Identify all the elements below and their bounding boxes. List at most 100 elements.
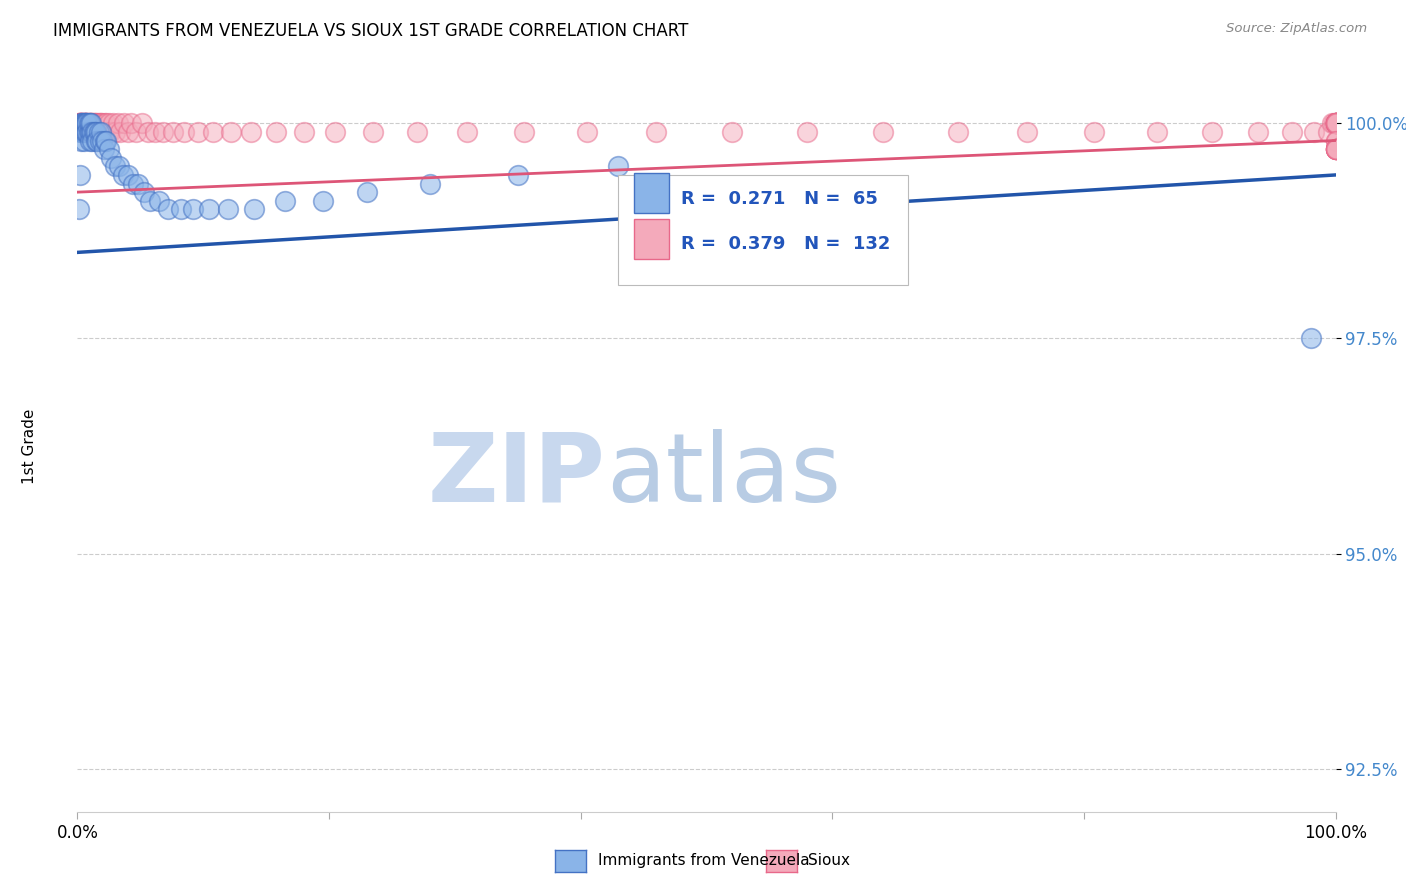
Point bbox=[125, 125, 148, 139]
Bar bbox=[634, 173, 669, 213]
Point bbox=[323, 125, 346, 139]
Point bbox=[94, 116, 117, 130]
Point bbox=[1299, 331, 1322, 345]
Point bbox=[101, 116, 124, 130]
Point bbox=[90, 125, 112, 139]
Point bbox=[97, 142, 120, 156]
Point bbox=[93, 142, 115, 156]
Point bbox=[217, 202, 239, 217]
Point bbox=[1201, 125, 1223, 139]
Point bbox=[100, 151, 122, 165]
Point bbox=[152, 125, 174, 139]
Point bbox=[80, 116, 103, 130]
Point bbox=[84, 125, 107, 139]
Point bbox=[1324, 116, 1347, 130]
Point bbox=[70, 116, 93, 130]
Point bbox=[292, 125, 315, 139]
Point bbox=[77, 125, 100, 139]
Point bbox=[86, 116, 108, 130]
Point bbox=[72, 116, 94, 130]
Point bbox=[82, 134, 104, 148]
Point bbox=[70, 116, 93, 130]
Point bbox=[796, 125, 818, 139]
Point bbox=[97, 116, 120, 130]
Point bbox=[1324, 116, 1347, 130]
Point bbox=[1323, 116, 1346, 130]
Point bbox=[419, 177, 441, 191]
Point bbox=[75, 125, 97, 139]
Point bbox=[1324, 142, 1347, 156]
Point bbox=[76, 125, 98, 139]
Point bbox=[86, 134, 108, 148]
Point bbox=[148, 194, 170, 208]
Point bbox=[96, 116, 118, 130]
Point bbox=[1324, 142, 1347, 156]
Text: R =  0.379   N =  132: R = 0.379 N = 132 bbox=[682, 235, 891, 253]
Point bbox=[67, 116, 90, 130]
Point bbox=[79, 116, 101, 130]
Point bbox=[1146, 125, 1168, 139]
Point bbox=[1324, 116, 1347, 130]
Point bbox=[79, 116, 101, 130]
Point bbox=[75, 116, 97, 130]
Point bbox=[181, 202, 204, 217]
Text: 1st Grade: 1st Grade bbox=[22, 409, 37, 483]
Point bbox=[77, 116, 100, 130]
Point bbox=[264, 125, 287, 139]
Point bbox=[73, 116, 96, 130]
Point bbox=[104, 159, 127, 173]
Point bbox=[72, 125, 94, 139]
Point bbox=[82, 125, 104, 139]
Point bbox=[76, 116, 98, 130]
Point bbox=[72, 116, 94, 130]
Point bbox=[90, 116, 112, 130]
Point bbox=[187, 125, 209, 139]
Text: Immigrants from Venezuela: Immigrants from Venezuela bbox=[598, 854, 810, 868]
Point bbox=[1247, 125, 1270, 139]
Point bbox=[1324, 116, 1347, 130]
Point bbox=[69, 116, 91, 130]
Point bbox=[1281, 125, 1303, 139]
Point bbox=[70, 125, 93, 139]
Point bbox=[274, 194, 297, 208]
Point bbox=[120, 116, 142, 130]
Point bbox=[1324, 116, 1347, 130]
Text: atlas: atlas bbox=[606, 429, 841, 522]
Point bbox=[82, 116, 104, 130]
Point bbox=[356, 185, 378, 199]
Point bbox=[1324, 142, 1347, 156]
Point bbox=[72, 116, 94, 130]
Point bbox=[575, 125, 598, 139]
Point bbox=[132, 185, 155, 199]
Point bbox=[1324, 116, 1347, 130]
Point bbox=[80, 116, 103, 130]
Point bbox=[202, 125, 225, 139]
Point bbox=[198, 202, 221, 217]
Point bbox=[83, 116, 105, 130]
Point bbox=[87, 116, 110, 130]
Point bbox=[121, 177, 143, 191]
Point bbox=[84, 116, 107, 130]
Point bbox=[80, 116, 103, 130]
Point bbox=[73, 116, 96, 130]
Point bbox=[70, 116, 93, 130]
Point bbox=[456, 125, 478, 139]
Point bbox=[1317, 125, 1340, 139]
Point bbox=[720, 125, 742, 139]
Point bbox=[1324, 116, 1347, 130]
Point bbox=[80, 125, 103, 139]
Point bbox=[69, 116, 91, 130]
Point bbox=[73, 125, 96, 139]
Point bbox=[1324, 142, 1347, 156]
Point bbox=[91, 134, 114, 148]
Point bbox=[76, 116, 98, 130]
Point bbox=[219, 125, 242, 139]
Point bbox=[108, 125, 131, 139]
Point bbox=[1324, 142, 1347, 156]
Point bbox=[143, 125, 166, 139]
Point bbox=[72, 116, 94, 130]
Text: Source: ZipAtlas.com: Source: ZipAtlas.com bbox=[1226, 22, 1367, 36]
Point bbox=[80, 125, 103, 139]
Point bbox=[117, 125, 139, 139]
Point bbox=[83, 116, 105, 130]
